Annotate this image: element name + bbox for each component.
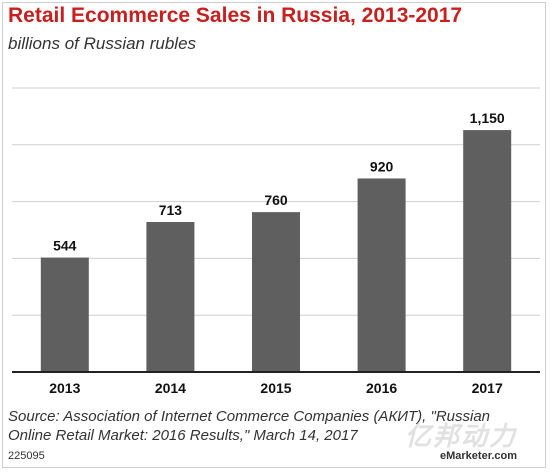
bar-2017 xyxy=(463,130,512,372)
value-label-2017: 1,150 xyxy=(470,110,505,126)
value-label-2013: 544 xyxy=(53,238,77,254)
bar-2015 xyxy=(252,212,300,372)
bars xyxy=(40,130,512,372)
bar-2013 xyxy=(40,257,89,372)
value-label-2014: 713 xyxy=(159,202,183,218)
source-note: Source: Association of Internet Commerce… xyxy=(8,408,491,444)
brand-logo: eMarketer.com xyxy=(440,450,518,462)
x-tick-labels: 2013 2014 2015 2016 2017 xyxy=(49,380,503,396)
x-tick-label-2016: 2016 xyxy=(366,380,397,396)
bar-2016 xyxy=(357,178,406,372)
x-tick-label-2017: 2017 xyxy=(472,380,503,396)
x-tick-label-2015: 2015 xyxy=(260,380,291,396)
value-labels: 544 713 760 920 1,150 xyxy=(53,110,505,253)
watermark-logo: 亿邦动力 xyxy=(405,422,518,452)
bar-2014 xyxy=(146,222,195,372)
chart-title: Retail Ecommerce Sales in Russia, 2013-2… xyxy=(8,4,463,27)
chart-subtitle: billions of Russian rubles xyxy=(8,34,197,53)
x-tick-label-2014: 2014 xyxy=(155,380,186,396)
chart-frame xyxy=(2,2,546,468)
value-label-2015: 760 xyxy=(264,192,288,208)
value-label-2016: 920 xyxy=(370,158,394,174)
x-tick-label-2013: 2013 xyxy=(49,380,80,396)
chart-id: 225095 xyxy=(8,450,45,462)
